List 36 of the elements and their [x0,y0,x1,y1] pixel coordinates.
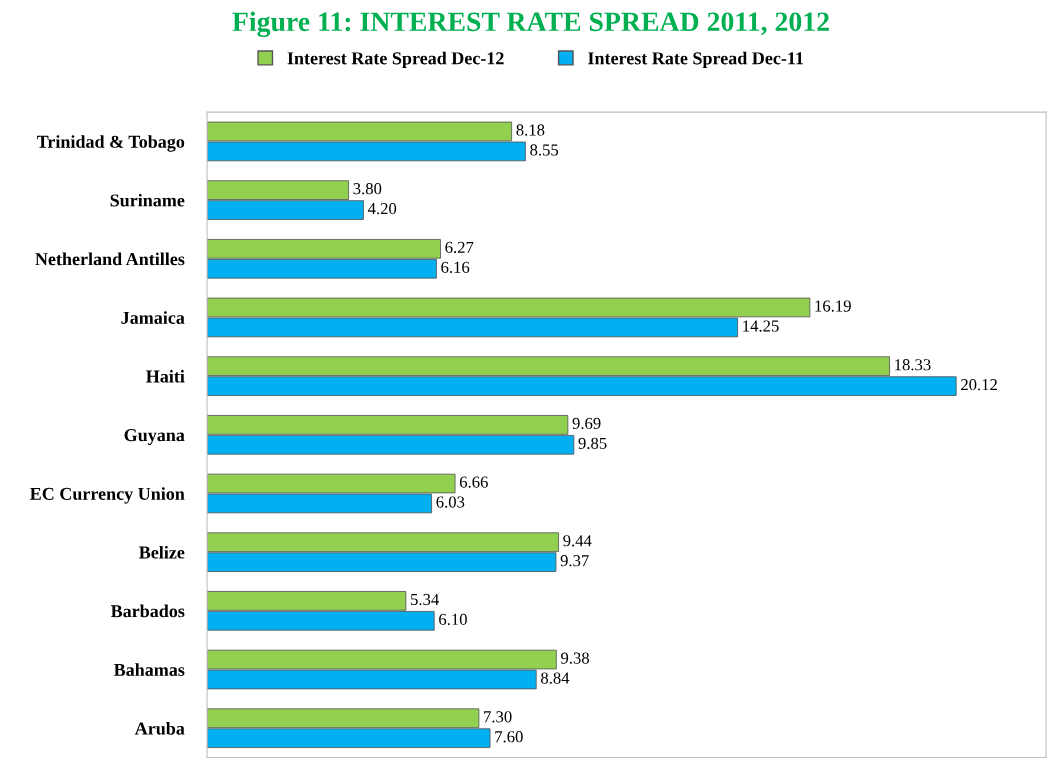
y-tick-label: Bahamas [113,663,185,676]
data-label: 6.10 [439,613,467,626]
data-label: 7.60 [495,731,523,743]
data-label: 6.03 [436,496,465,508]
y-tick-label: Trinidad & Tobago [36,135,185,152]
data-label: 14.25 [743,320,779,332]
data-label: 8.18 [516,124,545,136]
y-tick-label: Guyana [124,429,185,445]
chart-title: Figure 11: INTEREST RATE SPREAD 2011, 2012 [232,11,829,37]
data-label: 9.44 [563,535,592,547]
data-label: 6.66 [459,476,488,488]
y-tick-label: Netherland Antilles [35,252,185,266]
data-label: 8.84 [541,672,570,684]
data-label: 3.80 [353,183,382,195]
y-tick-label: Suriname [110,193,185,207]
data-label: 16.19 [815,300,851,312]
y-tick-label: EC Currency Union [30,487,185,504]
y-tick-label: Belize [139,545,185,559]
data-label: 9.85 [578,437,607,450]
data-label: 9.37 [560,555,589,567]
data-label: 9.38 [561,652,590,664]
legend-label: Interest Rate Spread Dec-11 [588,51,804,69]
data-label: 18.33 [895,359,931,371]
data-label: 6.16 [441,261,470,273]
data-label: 6.27 [445,241,474,254]
data-label: 20.12 [961,379,997,391]
data-label: 4.20 [367,203,397,215]
y-tick-label: Jamaica [121,311,185,324]
data-label: 5.34 [411,593,439,606]
legend-label: Interest Rate Spread Dec-12 [287,51,504,69]
data-label: 8.55 [530,144,559,156]
data-label: 7.30 [484,711,512,723]
data-label: 9.69 [572,417,601,430]
y-tick-label: Barbados [110,604,185,618]
y-tick-label: Haiti [146,369,185,383]
y-tick-label: Aruba [134,721,185,735]
